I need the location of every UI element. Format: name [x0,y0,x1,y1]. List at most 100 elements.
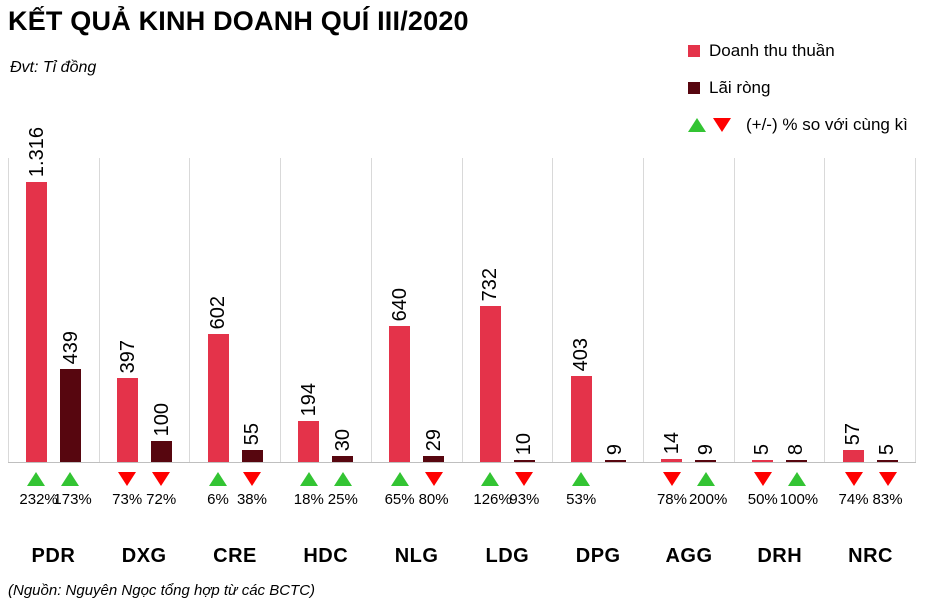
revenue-value-label: 640 [388,287,411,321]
change-up-arrow-icon [299,472,318,486]
net-profit-value-label: 439 [59,330,82,364]
change-down-arrow-icon [844,472,863,486]
net-profit-change-pct: 93% [509,491,540,508]
net-profit-arrow-slot [780,472,814,486]
revenue-bar-slot: 14 [655,158,689,462]
up-triangle-icon [688,118,706,132]
profit-swatch-icon [688,82,700,94]
net-profit-change-pct: 200% [688,491,728,508]
arrow-group-NRC [825,472,916,486]
change-down-arrow-icon [152,472,171,486]
change-down-arrow-icon [662,472,681,486]
net-profit-bar [785,460,807,462]
revenue-value-label: 403 [570,337,593,371]
net-profit-bar [876,460,898,462]
change-down-arrow-icon [424,472,443,486]
net-profit-value-label: 55 [241,422,264,445]
pct-group-LDG: 126% 93% [462,491,553,509]
revenue-bar-slot: 732 [473,158,507,462]
revenue-change-pct: 126% [473,491,512,508]
revenue-bar [117,378,139,462]
net-profit-change-pct: 80% [418,491,449,508]
net-profit-change-pct: 38% [236,491,267,508]
category-label-PDR: PDR [31,545,76,567]
revenue-bar [479,306,501,462]
net-profit-change-pct: 25% [327,491,358,508]
net-profit-change-pct: 173% [53,491,92,508]
arrow-group-NLG [371,472,462,486]
net-profit-value-label: 29 [422,428,445,451]
net-profit-arrow-slot [871,472,905,486]
chart-group-AGG: 14 9 [642,158,734,462]
net-profit-arrow-slot [598,472,632,486]
arrow-group-DPG [553,472,644,486]
net-profit-bar [60,369,82,462]
category-row: PDR DXG CRE HDC NLG LDG DPG AGG DRH NRC [8,545,916,568]
change-down-arrow-icon [242,472,261,486]
down-triangle-icon [713,118,731,132]
revenue-value-label: 57 [842,422,865,445]
source-note: (Nguồn: Nguyên Ngọc tổng hợp từ các BCTC… [8,582,316,599]
arrow-row [8,472,916,486]
revenue-value-label: 1.316 [25,126,48,177]
arrow-group-PDR [8,472,99,486]
pct-group-HDC: 18% 25% [280,491,371,509]
chart-group-NRC: 57 5 [824,158,917,462]
net-profit-bar-slot: 100 [145,158,179,462]
net-profit-bar-slot: 8 [779,158,813,462]
change-up-arrow-icon [208,472,227,486]
net-profit-bar [151,441,173,462]
revenue-bar [26,182,48,462]
revenue-arrow-slot [292,472,326,486]
net-profit-bar [332,456,354,462]
revenue-bar-slot: 602 [201,158,235,462]
pct-row: 232% 173% 73% 72% 6% 38% 18% 25% 65% 80% 126% 93% 53… [8,491,916,509]
net-profit-arrow-slot [53,472,87,486]
arrow-group-HDC [280,472,371,486]
change-up-arrow-icon [27,472,46,486]
pct-group-PDR: 232% 173% [8,491,99,509]
category-label-HDC: HDC [303,545,349,567]
unit-note: Đvt: Tỉ đồng [10,59,97,76]
category-label-DXG: DXG [121,545,167,567]
net-profit-value-label: 10 [513,432,536,455]
revenue-arrow-slot [564,472,598,486]
chart-group-CRE: 602 55 [189,158,280,462]
legend: Doanh thu thuần Lãi ròng (+/-) % so với … [688,40,908,151]
net-profit-bar [423,456,445,462]
pct-group-NRC: 74% 83% [825,491,916,509]
net-profit-bar-slot: 5 [870,158,904,462]
category-label-DPG: DPG [575,545,621,567]
net-profit-bar [513,460,535,462]
revenue-bar-slot: 397 [111,158,145,462]
revenue-bar [842,450,864,462]
net-profit-bar-slot: 9 [689,158,723,462]
change-up-arrow-icon [787,472,806,486]
net-profit-change-pct: 83% [872,491,903,508]
chart-group-PDR: 1.316 439 [8,127,99,462]
legend-revenue-label: Doanh thu thuần [709,41,835,60]
revenue-change-pct: 65% [384,491,415,508]
revenue-value-label: 194 [297,382,320,416]
arrow-group-DRH [734,472,825,486]
change-up-arrow-icon [61,472,80,486]
net-profit-bar [695,460,717,462]
revenue-change-pct: 73% [112,491,143,508]
revenue-swatch-icon [688,45,700,57]
net-profit-change-pct: 72% [146,491,177,508]
revenue-bar-slot: 57 [836,158,870,462]
chart-group-DPG: 403 9 [552,158,643,462]
revenue-arrow-slot [19,472,53,486]
revenue-bar [298,421,320,462]
revenue-value-label: 732 [479,267,502,301]
net-profit-bar [604,460,626,462]
revenue-arrow-slot [473,472,507,486]
plot-row: 1.316 439 397 100 602 55 194 30 640 29 732 10 403 9 14… [8,127,917,463]
legend-row-change: (+/-) % so với cùng kì [688,114,908,136]
category-label-CRE: CRE [213,545,257,567]
pct-group-CRE: 6% 38% [190,491,281,509]
net-profit-arrow-slot [417,472,451,486]
arrow-group-AGG [644,472,735,486]
net-profit-value-label: 5 [876,443,899,455]
page-title: KẾT QUẢ KINH DOANH QUÍ III/2020 [8,6,469,36]
